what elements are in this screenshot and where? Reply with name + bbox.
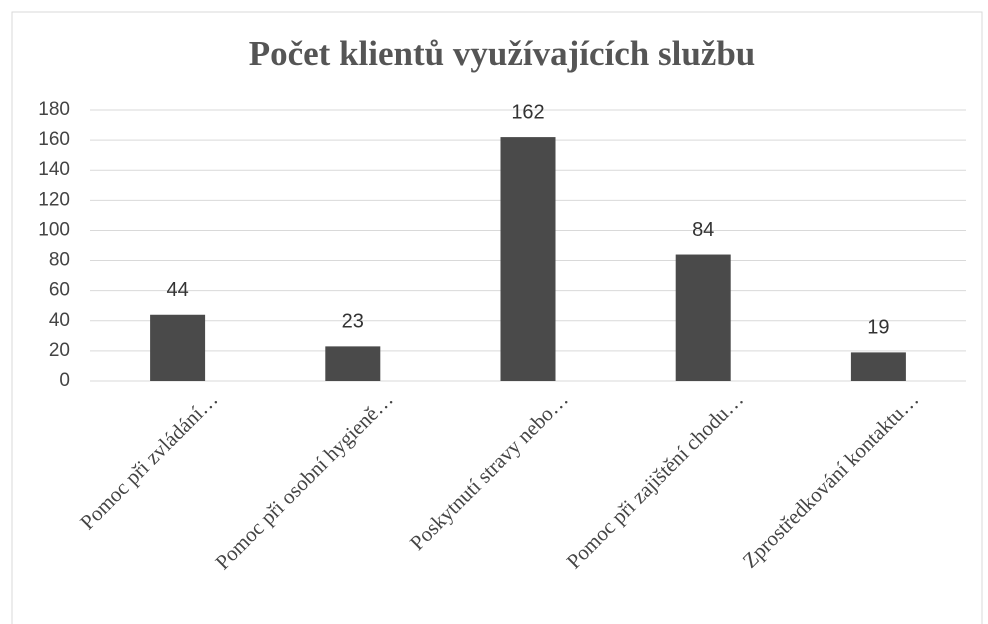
y-tick-label: 20 [49,340,70,361]
y-tick-label: 180 [38,99,70,120]
data-label: 84 [692,219,714,241]
bar [500,137,556,381]
y-tick-label: 80 [49,250,70,271]
bar [850,352,906,381]
y-tick-label: 60 [49,280,70,301]
data-label: 44 [166,279,188,301]
y-tick-label: 160 [38,129,70,150]
data-label: 19 [867,317,889,339]
chart-title: Počet klientů využívajících službu [249,34,756,73]
bar [325,346,381,381]
y-tick-label: 100 [38,219,70,240]
data-label: 162 [511,101,544,123]
bar [675,254,731,381]
data-label: 23 [342,311,364,333]
y-tick-label: 140 [38,159,70,180]
y-tick-label: 120 [38,189,70,210]
bar [150,314,206,381]
y-tick-label: 0 [59,370,70,391]
y-tick-label: 40 [49,310,70,331]
